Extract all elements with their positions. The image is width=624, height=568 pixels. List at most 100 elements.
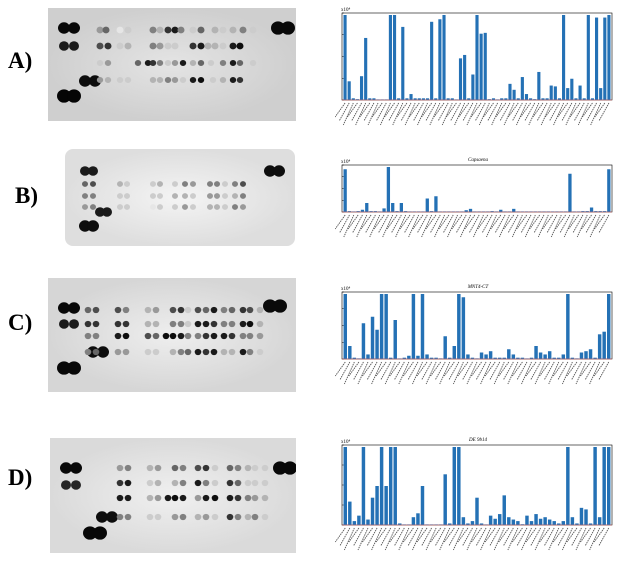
blot-dot xyxy=(154,464,162,472)
blot-dot xyxy=(96,511,108,523)
x-tick-label xyxy=(448,527,460,547)
x-tick-label xyxy=(351,102,362,122)
x-tick-label xyxy=(366,527,378,547)
x-tick-label xyxy=(357,527,369,551)
bar xyxy=(574,98,578,100)
bar xyxy=(392,15,397,100)
blot-dot xyxy=(236,59,244,67)
blot-dot xyxy=(164,494,172,502)
blot-dot xyxy=(202,332,210,340)
bar xyxy=(538,518,543,525)
bar xyxy=(511,354,516,359)
x-tick-label xyxy=(585,214,597,234)
bar xyxy=(372,98,376,100)
x-tick-label xyxy=(437,102,449,122)
x-tick-label xyxy=(384,361,396,385)
bar xyxy=(525,211,529,212)
blot-dot xyxy=(182,193,188,199)
bar xyxy=(487,99,491,100)
bar xyxy=(576,211,581,212)
x-tick-label xyxy=(377,214,389,234)
blot-dot xyxy=(207,204,213,210)
x-tick-label xyxy=(586,102,597,122)
x-tick-label xyxy=(516,214,528,230)
bar xyxy=(570,78,574,100)
bar xyxy=(533,99,537,100)
x-tick-label xyxy=(425,102,437,122)
bar xyxy=(438,19,442,100)
x-tick-label xyxy=(478,102,490,126)
x-tick-label xyxy=(353,527,364,547)
x-tick-label xyxy=(375,102,387,122)
blot-dot xyxy=(58,22,70,34)
bar xyxy=(491,98,496,100)
x-tick-label xyxy=(498,527,510,543)
x-tick-label xyxy=(516,102,527,126)
x-tick-label xyxy=(396,102,408,118)
bar xyxy=(417,211,421,212)
x-tick-label xyxy=(388,102,400,122)
chart-exponent-c: x10⁴ xyxy=(341,286,351,292)
blot-dot xyxy=(232,181,238,187)
bar xyxy=(366,519,370,525)
bar xyxy=(557,523,561,525)
blot-dot xyxy=(116,26,124,34)
bar xyxy=(607,15,611,100)
x-tick-label xyxy=(598,214,610,234)
bar xyxy=(543,517,547,525)
x-tick-label xyxy=(530,361,541,381)
blot-dot xyxy=(210,348,218,356)
bar xyxy=(595,17,599,100)
blot-dot xyxy=(80,166,90,176)
blot-dot xyxy=(249,26,257,34)
x-tick-label xyxy=(511,102,523,122)
bar xyxy=(421,98,425,100)
bar xyxy=(420,294,425,359)
x-tick-label xyxy=(552,361,564,377)
blot-dot xyxy=(154,494,162,502)
x-tick-label xyxy=(393,527,405,547)
blot-dot xyxy=(246,320,254,328)
blot-dot xyxy=(256,306,264,314)
x-tick-label xyxy=(549,102,560,122)
blot-dot xyxy=(228,306,236,314)
x-tick-label xyxy=(543,361,555,381)
bar xyxy=(579,352,584,359)
blot-dot xyxy=(226,494,234,502)
x-tick-label xyxy=(548,527,560,551)
bar xyxy=(361,447,366,525)
blot-dot xyxy=(222,181,228,187)
bar xyxy=(366,354,370,359)
x-tick-label xyxy=(594,102,606,118)
blot-dot xyxy=(96,42,104,50)
blot-dot xyxy=(273,461,287,475)
blot-dot xyxy=(263,299,277,313)
blot-dot xyxy=(220,306,228,314)
bar xyxy=(357,515,361,525)
x-tick-label xyxy=(335,361,346,377)
x-tick-label xyxy=(380,361,392,381)
bar xyxy=(479,33,483,101)
blot-dot xyxy=(190,193,196,199)
x-tick-label xyxy=(452,527,464,551)
blot-dot xyxy=(104,76,112,84)
bar xyxy=(516,211,520,212)
bar xyxy=(520,77,524,100)
blot-dot xyxy=(229,26,237,34)
x-tick-label xyxy=(565,102,577,126)
x-tick-label xyxy=(576,214,588,238)
x-tick-label xyxy=(525,361,537,377)
blot-dot xyxy=(244,464,252,472)
bar xyxy=(504,98,508,100)
blot-dot xyxy=(117,181,123,187)
blot-dot xyxy=(152,332,160,340)
blot-dot xyxy=(116,76,124,84)
bar xyxy=(470,521,475,525)
bar xyxy=(454,99,458,100)
blot-dot xyxy=(97,346,109,358)
x-tick-label xyxy=(589,361,601,385)
bar xyxy=(370,316,375,359)
chart-exponent-b: x10⁴ xyxy=(341,159,351,165)
x-tick-label xyxy=(598,361,610,381)
blot-dot xyxy=(90,193,96,199)
